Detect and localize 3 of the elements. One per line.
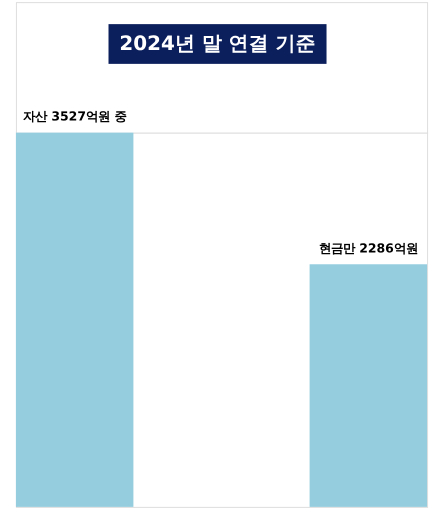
- data-label: 현금만 2286억원: [318, 240, 418, 256]
- chart-title: 2024년 말 연결 기준: [119, 32, 316, 55]
- data-label: 자산 3527억원 중: [23, 108, 126, 124]
